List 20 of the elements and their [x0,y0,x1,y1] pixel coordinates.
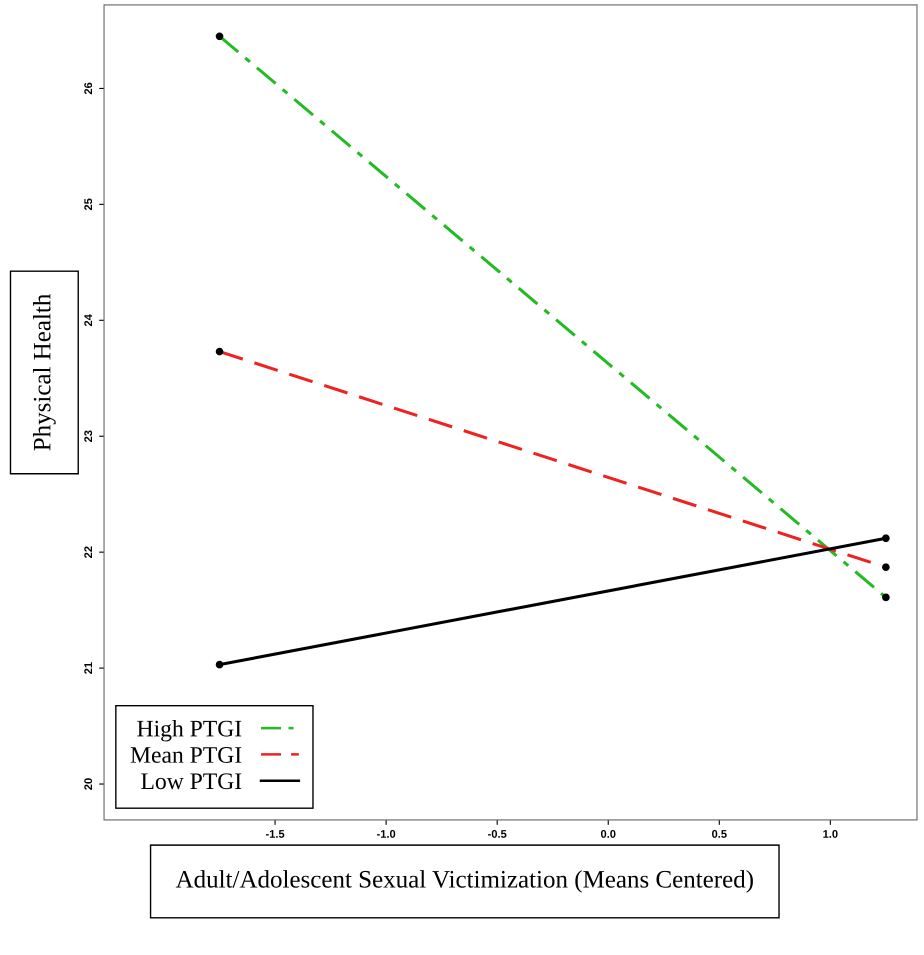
x-tick-label: -1.0 [376,830,396,838]
x-tick-label: -1.5 [266,830,284,838]
y-tick-label: 24 [84,314,92,326]
x-tick-label: 0.0 [600,830,616,838]
y-axis-title: Physical Health [32,294,56,451]
x-tick-label: 1.0 [823,830,838,838]
x-tick-label: 0.5 [712,830,727,838]
x-tick-label: -0.5 [488,830,506,838]
point [882,534,890,542]
y-tick-label: 25 [84,198,92,210]
y-tick-label: 26 [84,82,92,94]
y-tick-label: 22 [84,546,92,558]
point [216,660,224,668]
y-tick-label: 21 [84,662,92,674]
y-tick-label: 20 [84,778,92,790]
x-axis-title: Adult/Adolescent Sexual Victimization (Means Centered) [176,870,753,893]
y-tick-label: 23 [84,430,92,442]
legend-label: High PTGI [137,720,242,742]
legend-label: Low PTGI [141,773,242,790]
legend-label: Mean PTGI [130,747,242,763]
